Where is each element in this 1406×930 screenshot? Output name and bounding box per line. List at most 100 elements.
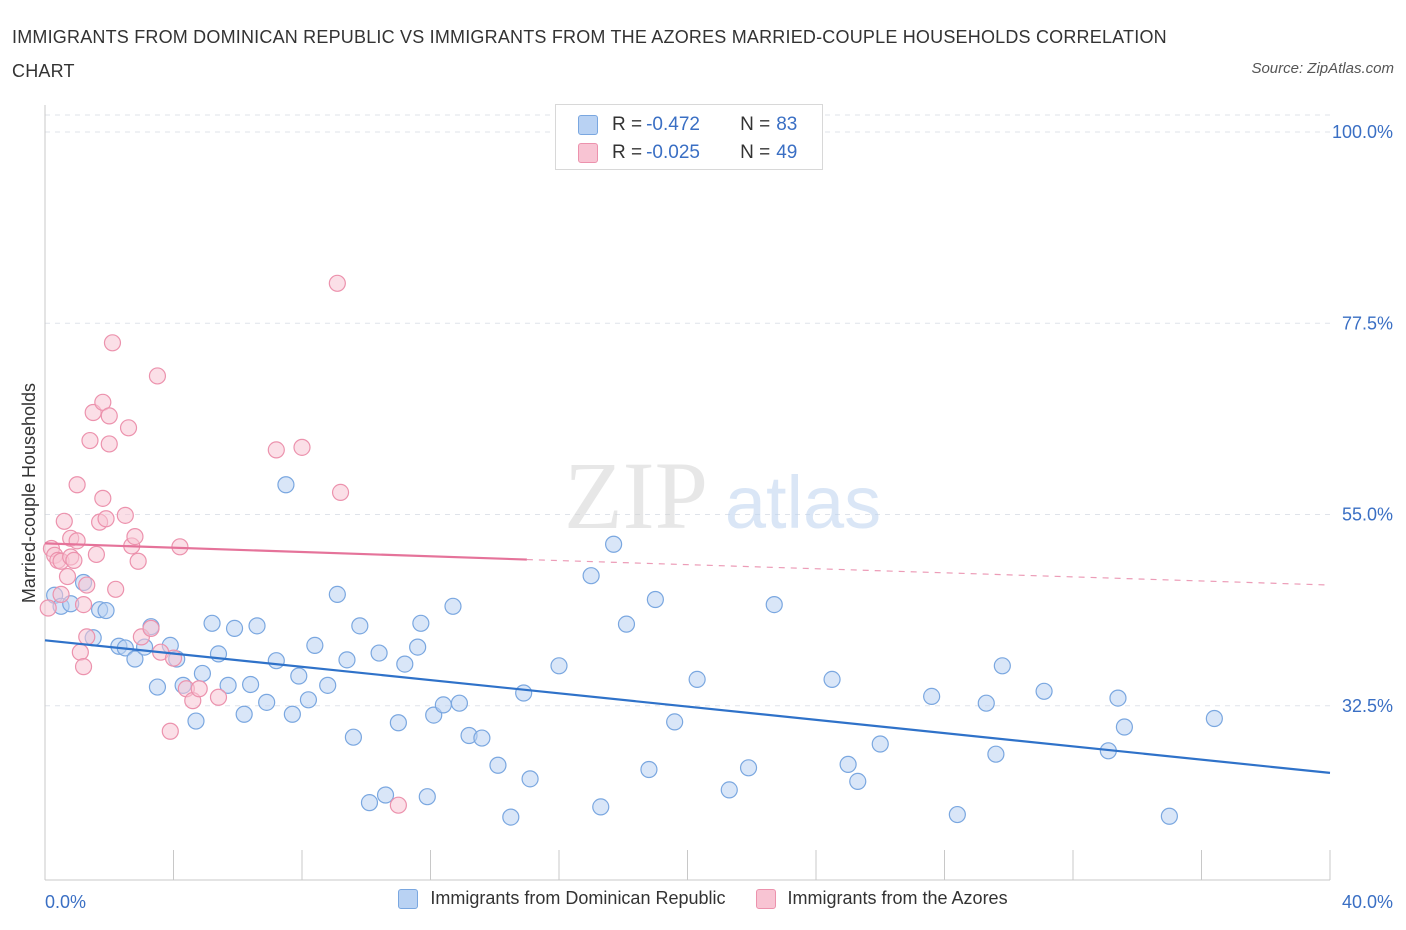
series-swatch-pink [755,888,776,909]
dominican-point [148,678,167,696]
dominican-point [688,670,706,689]
chart-title: IMMIGRANTS FROM DOMINICAN REPUBLIC VS IM… [12,27,1167,81]
azores-point [68,532,86,550]
azores-point [126,527,144,546]
axes [44,105,1331,881]
dominican-point [521,770,539,788]
dominican-point [389,714,407,732]
dominican-point [739,759,758,777]
azores-trend-extension [526,558,1331,586]
dominican-point [640,760,658,779]
legend-swatch-blue [578,115,598,135]
series-legend-label: Immigrants from the Azores [787,888,1008,908]
dominican-point [235,705,253,723]
azores-point [55,512,73,530]
dominican-point [248,617,266,635]
azores-point [87,545,106,564]
dominican-point [126,650,144,668]
dominican-point [948,805,966,824]
y-tick-label: 55.0% [1342,505,1393,525]
dominican-point [839,755,857,774]
dominican-point [871,735,889,753]
dominican-point [617,615,636,633]
dominican-point [187,712,205,730]
azores-point [267,441,285,459]
series-legend: Immigrants from Dominican Republic Immig… [0,888,1406,909]
grid-lines [45,114,1330,707]
legend-r-value: -0.472 [646,114,700,135]
dominican-point [360,794,379,812]
data-points [39,274,1223,826]
legend-swatch-pink [578,143,598,163]
dominican-point [1160,807,1178,825]
dominican-point [550,657,568,675]
azores-point [331,483,350,501]
trend-lines [44,542,1331,774]
legend-n-value: 83 [776,114,798,135]
dominican-point [582,567,600,585]
dominican-point [515,684,533,702]
legend-n-value: 49 [776,142,798,163]
legend-row-dominican: R = -0.472 N = 83 [578,113,797,137]
dominican-point [646,590,664,609]
dominican-point [1205,709,1223,728]
azores-point [39,599,57,617]
azores-point [209,688,228,706]
dominican-point [720,781,738,799]
dominican-point [267,652,285,670]
dominican-point [450,694,469,712]
dominican-point [242,675,260,694]
dominican-point [344,728,362,746]
azores-point [71,643,89,661]
series-swatch-blue [398,888,419,909]
dominican-point [444,597,462,615]
azores-point [78,576,96,594]
dominican-point [370,644,388,662]
dominican-point [605,535,623,553]
series-legend-label: Immigrants from Dominican Republic [430,888,726,908]
azores-point [74,658,93,676]
dominican-point [225,619,244,638]
tick-labels: 100.0% 77.5% 55.0% 32.5% 0.0% 40.0% [45,122,1393,912]
dominican-trend-line [44,639,1331,774]
dominican-point [502,808,520,826]
dominican-point [473,729,491,747]
dominican-point [328,585,346,604]
azores-point [65,551,83,570]
dominican-point [823,670,841,689]
source-label: Source: ZipAtlas.com [1251,60,1394,77]
azores-point [58,567,77,586]
azores-point [52,585,70,604]
x-tick-label-min: 0.0% [45,892,86,912]
azores-point [100,407,118,425]
dominican-point [219,676,237,694]
azores-point [103,334,122,352]
dominican-point [1109,689,1127,707]
legend-r-label: R = [612,142,643,163]
series-legend-azores[interactable]: Immigrants from the Azores [755,888,1008,909]
dominican-point [923,687,941,706]
dominican-point [299,691,318,709]
dominican-point [987,745,1005,763]
legend-r-value: -0.025 [646,142,700,163]
dominican-point [418,788,436,806]
azores-point [142,619,160,638]
azores-point [148,367,167,385]
legend-n-label: N = [740,142,771,163]
dominican-point [1035,682,1053,700]
azores-point [190,680,208,698]
dominican-point [306,636,324,655]
dominican-point [277,476,295,494]
dominican-point [396,655,414,673]
dominican-point [489,756,507,774]
azores-point [119,419,138,437]
legend-r-label: R = [612,114,643,135]
dominican-point [97,601,115,620]
watermark-atlas: atlas [725,461,881,544]
azores-point [68,476,86,494]
dominican-point [290,667,308,685]
series-legend-dominican[interactable]: Immigrants from Dominican Republic [398,888,726,909]
azores-point [293,438,311,456]
azores-point [129,552,147,570]
